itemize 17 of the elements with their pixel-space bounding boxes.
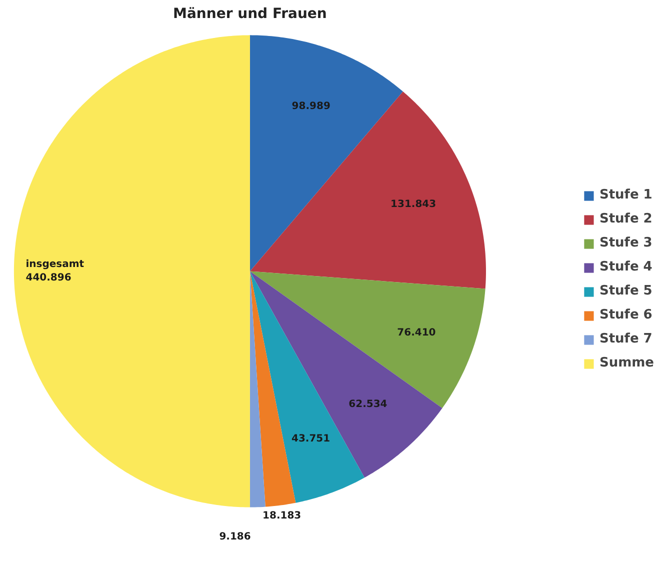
legend-label: Stufe 2 <box>599 212 652 226</box>
data-label: 18.183 <box>262 510 302 522</box>
legend-label: Stufe 4 <box>599 260 652 274</box>
data-label: 131.843 <box>390 198 436 210</box>
legend-label: Stufe 7 <box>599 332 652 346</box>
legend-label: Stufe 3 <box>599 236 652 250</box>
legend-label: Stufe 1 <box>599 188 652 202</box>
legend-label: Stufe 5 <box>599 284 652 298</box>
chart-title: Männer und Frauen <box>173 6 327 22</box>
data-label: insgesamt 440.896 <box>26 259 84 284</box>
legend-label: Summe <box>599 356 654 370</box>
data-label: 9.186 <box>219 531 251 542</box>
data-label: 62.534 <box>348 399 388 410</box>
data-label: 98.989 <box>292 101 330 112</box>
legend-label: Stufe 6 <box>599 308 652 322</box>
data-label: 76.410 <box>397 327 436 338</box>
data-label: 43.751 <box>292 433 330 444</box>
